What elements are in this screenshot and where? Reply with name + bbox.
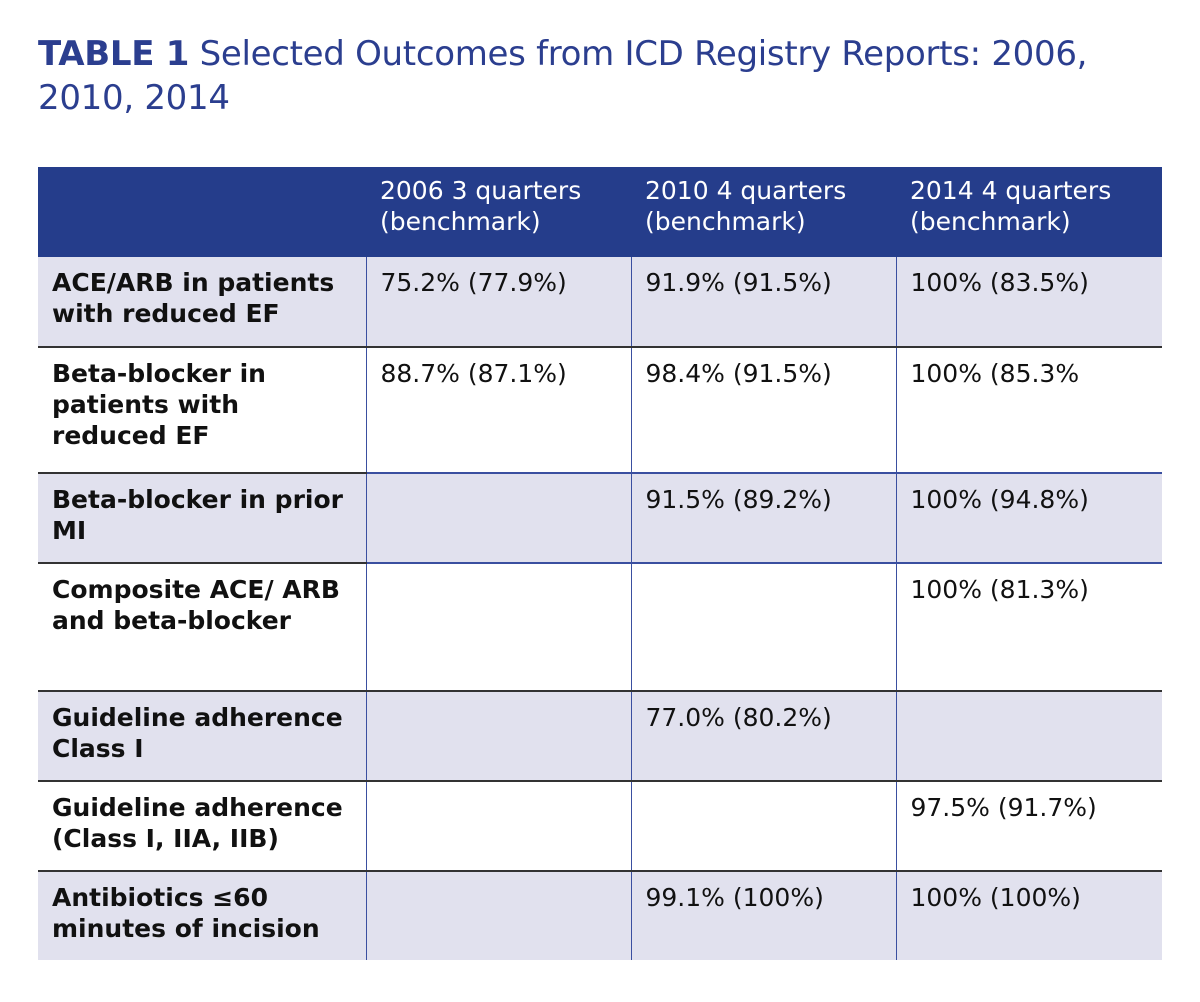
cell-2010: 91.5% (89.2%) — [630, 472, 896, 563]
row-label: Beta-blocker in patients with reduced EF — [38, 346, 366, 473]
row-label: Composite ACE/ ARB and beta-blocker — [38, 562, 366, 691]
cell-2010: 98.4% (91.5%) — [630, 346, 896, 473]
cell-2006: 88.7% (87.1%) — [365, 346, 631, 473]
cell-2006: 75.2% (77.9%) — [365, 257, 631, 347]
table-row: Antibiotics ≤60 minutes of incision 99.1… — [38, 870, 1162, 960]
row-label: Antibiotics ≤60 minutes of incision — [38, 870, 366, 960]
cell-2006 — [365, 690, 631, 781]
header-cell-measure — [38, 167, 366, 257]
header-cell-2010: 2010 4 quarters (benchmark) — [631, 167, 896, 257]
cell-2014 — [895, 690, 1162, 781]
cell-2010: 91.9% (91.5%) — [630, 257, 896, 347]
table-title: TABLE 1 Selected Outcomes from ICD Regis… — [38, 32, 1178, 120]
table-row: Guideline adherence Class I 77.0% (80.2%… — [38, 690, 1162, 781]
header-cell-2014: 2014 4 quarters (benchmark) — [896, 167, 1162, 257]
row-label: Guideline adherence (Class I, IIA, IIB) — [38, 780, 366, 871]
cell-2006 — [365, 472, 631, 563]
header-cell-2006: 2006 3 quarters (benchmark) — [366, 167, 631, 257]
header-row: 2006 3 quarters (benchmark) 2010 4 quart… — [38, 167, 1162, 257]
cell-2014: 97.5% (91.7%) — [895, 780, 1162, 871]
cell-2014: 100% (100%) — [895, 870, 1162, 960]
cell-2010 — [630, 780, 896, 871]
cell-2010: 77.0% (80.2%) — [630, 690, 896, 781]
cell-2006 — [365, 562, 631, 691]
cell-2010: 99.1% (100%) — [630, 870, 896, 960]
row-label: Beta-blocker in prior MI — [38, 472, 366, 563]
row-label: ACE/ARB in patients with reduced EF — [38, 257, 366, 347]
table-row: Guideline adherence (Class I, IIA, IIB) … — [38, 780, 1162, 871]
cell-2014: 100% (81.3%) — [895, 562, 1162, 691]
table-row: Beta-blocker in prior MI 91.5% (89.2%) 1… — [38, 472, 1162, 563]
cell-2014: 100% (85.3% — [895, 346, 1162, 473]
cell-2006 — [365, 870, 631, 960]
cell-2010 — [630, 562, 896, 691]
row-label: Guideline adherence Class I — [38, 690, 366, 781]
table-number: TABLE 1 — [38, 34, 190, 74]
table-row: Beta-blocker in patients with reduced EF… — [38, 346, 1162, 473]
table-row: Composite ACE/ ARB and beta-blocker 100%… — [38, 562, 1162, 691]
outcomes-table: 2006 3 quarters (benchmark) 2010 4 quart… — [38, 167, 1162, 960]
table-row: ACE/ARB in patients with reduced EF 75.2… — [38, 257, 1162, 347]
cell-2006 — [365, 780, 631, 871]
cell-2014: 100% (94.8%) — [895, 472, 1162, 563]
cell-2014: 100% (83.5%) — [895, 257, 1162, 347]
table-caption: Selected Outcomes from ICD Registry Repo… — [38, 34, 1088, 118]
